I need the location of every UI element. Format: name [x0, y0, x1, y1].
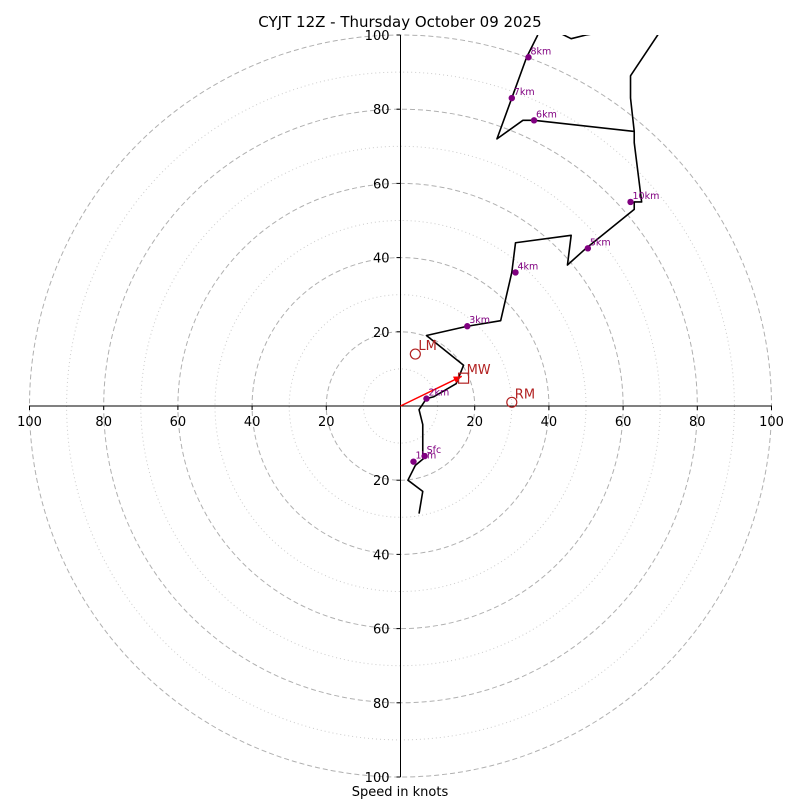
y-tick-label: 100 [365, 29, 390, 44]
height-point [410, 458, 417, 465]
height-point [423, 395, 430, 402]
x-tick-label: 60 [170, 415, 187, 430]
x-tick-label: 100 [17, 415, 42, 430]
y-tick-label: 100 [365, 771, 390, 786]
y-tick-label: 20 [373, 326, 390, 341]
chart-title: CYJT 12Z - Thursday October 09 2025 [258, 13, 541, 31]
trace-line-upper-right [629, 35, 659, 132]
storm-motion-circle [409, 348, 421, 360]
height-label: 6km [536, 109, 557, 120]
height-marker-2km: 2km [423, 388, 449, 402]
height-marker-6km: 6km [530, 109, 557, 124]
height-label: 3km [469, 315, 490, 326]
height-marker-8km: 8km [525, 46, 551, 61]
storm-motion-square [457, 372, 470, 384]
height-label: 7km [514, 87, 535, 98]
shear-vector-group [400, 375, 463, 407]
y-tick-label: 20 [373, 474, 390, 489]
x-tick-label: 80 [95, 415, 112, 430]
height-marker-4km: 4km [512, 261, 539, 276]
y-tick-label: 80 [373, 697, 390, 712]
height-point [627, 198, 634, 206]
x-tick-label: 40 [244, 415, 261, 430]
storm-motion-label: MW [467, 363, 491, 378]
height-marker-Sfc: Sfc [421, 445, 442, 460]
y-tick-label: 60 [373, 623, 390, 638]
trace-line-upper [561, 35, 591, 40]
height-label: 4km [518, 261, 539, 272]
height-label: 10km [633, 191, 660, 202]
height-marker-10km: 10km [627, 191, 660, 206]
height-marker-7km: 7km [508, 87, 535, 102]
y-tick-label: 40 [373, 548, 390, 563]
storm-motion-markers: LM MW RM [409, 339, 535, 408]
height-point [464, 323, 471, 330]
height-marker-1km: 1km [410, 451, 436, 465]
storm-motion-LM: LM [409, 339, 437, 360]
x-tick-label: 100 [759, 415, 784, 430]
height-label: 1km [415, 451, 436, 462]
x-tick-label: 40 [541, 415, 558, 430]
x-tick-label: 60 [615, 415, 632, 430]
height-point [512, 269, 519, 276]
y-tick-label: 60 [373, 177, 390, 192]
x-tick-label: 20 [318, 415, 335, 430]
storm-motion-RM: RM [506, 387, 535, 408]
height-marker-5km: 5km [584, 237, 611, 252]
y-tick-label: 80 [373, 103, 390, 118]
storm-motion-MW: MW [457, 363, 491, 384]
y-tick-label: 40 [373, 252, 390, 267]
height-point [525, 54, 532, 61]
height-point [508, 94, 515, 102]
height-point [421, 452, 428, 460]
height-point [530, 117, 538, 124]
shear-vector [400, 375, 463, 407]
height-label: 2km [428, 388, 449, 399]
storm-motion-circle [506, 396, 518, 408]
height-marker-3km: 3km [464, 315, 490, 330]
shear-vector-arrowhead [452, 376, 462, 383]
height-label: 8km [530, 46, 551, 57]
storm-motion-label: LM [418, 339, 436, 354]
x-tick-label: 80 [689, 415, 706, 430]
x-axis-label: Speed in knots [352, 785, 449, 800]
x-tick-label: 20 [466, 415, 483, 430]
storm-motion-label: RM [515, 387, 535, 402]
height-point [584, 245, 592, 252]
tick-labels: 100 80 60 40 20 20 40 60 80 100 100 80 60 40 20 20 40 60 8… [17, 29, 784, 786]
height-label: Sfc [427, 445, 442, 456]
trace-line [407, 35, 643, 514]
height-label: 5km [590, 237, 611, 248]
